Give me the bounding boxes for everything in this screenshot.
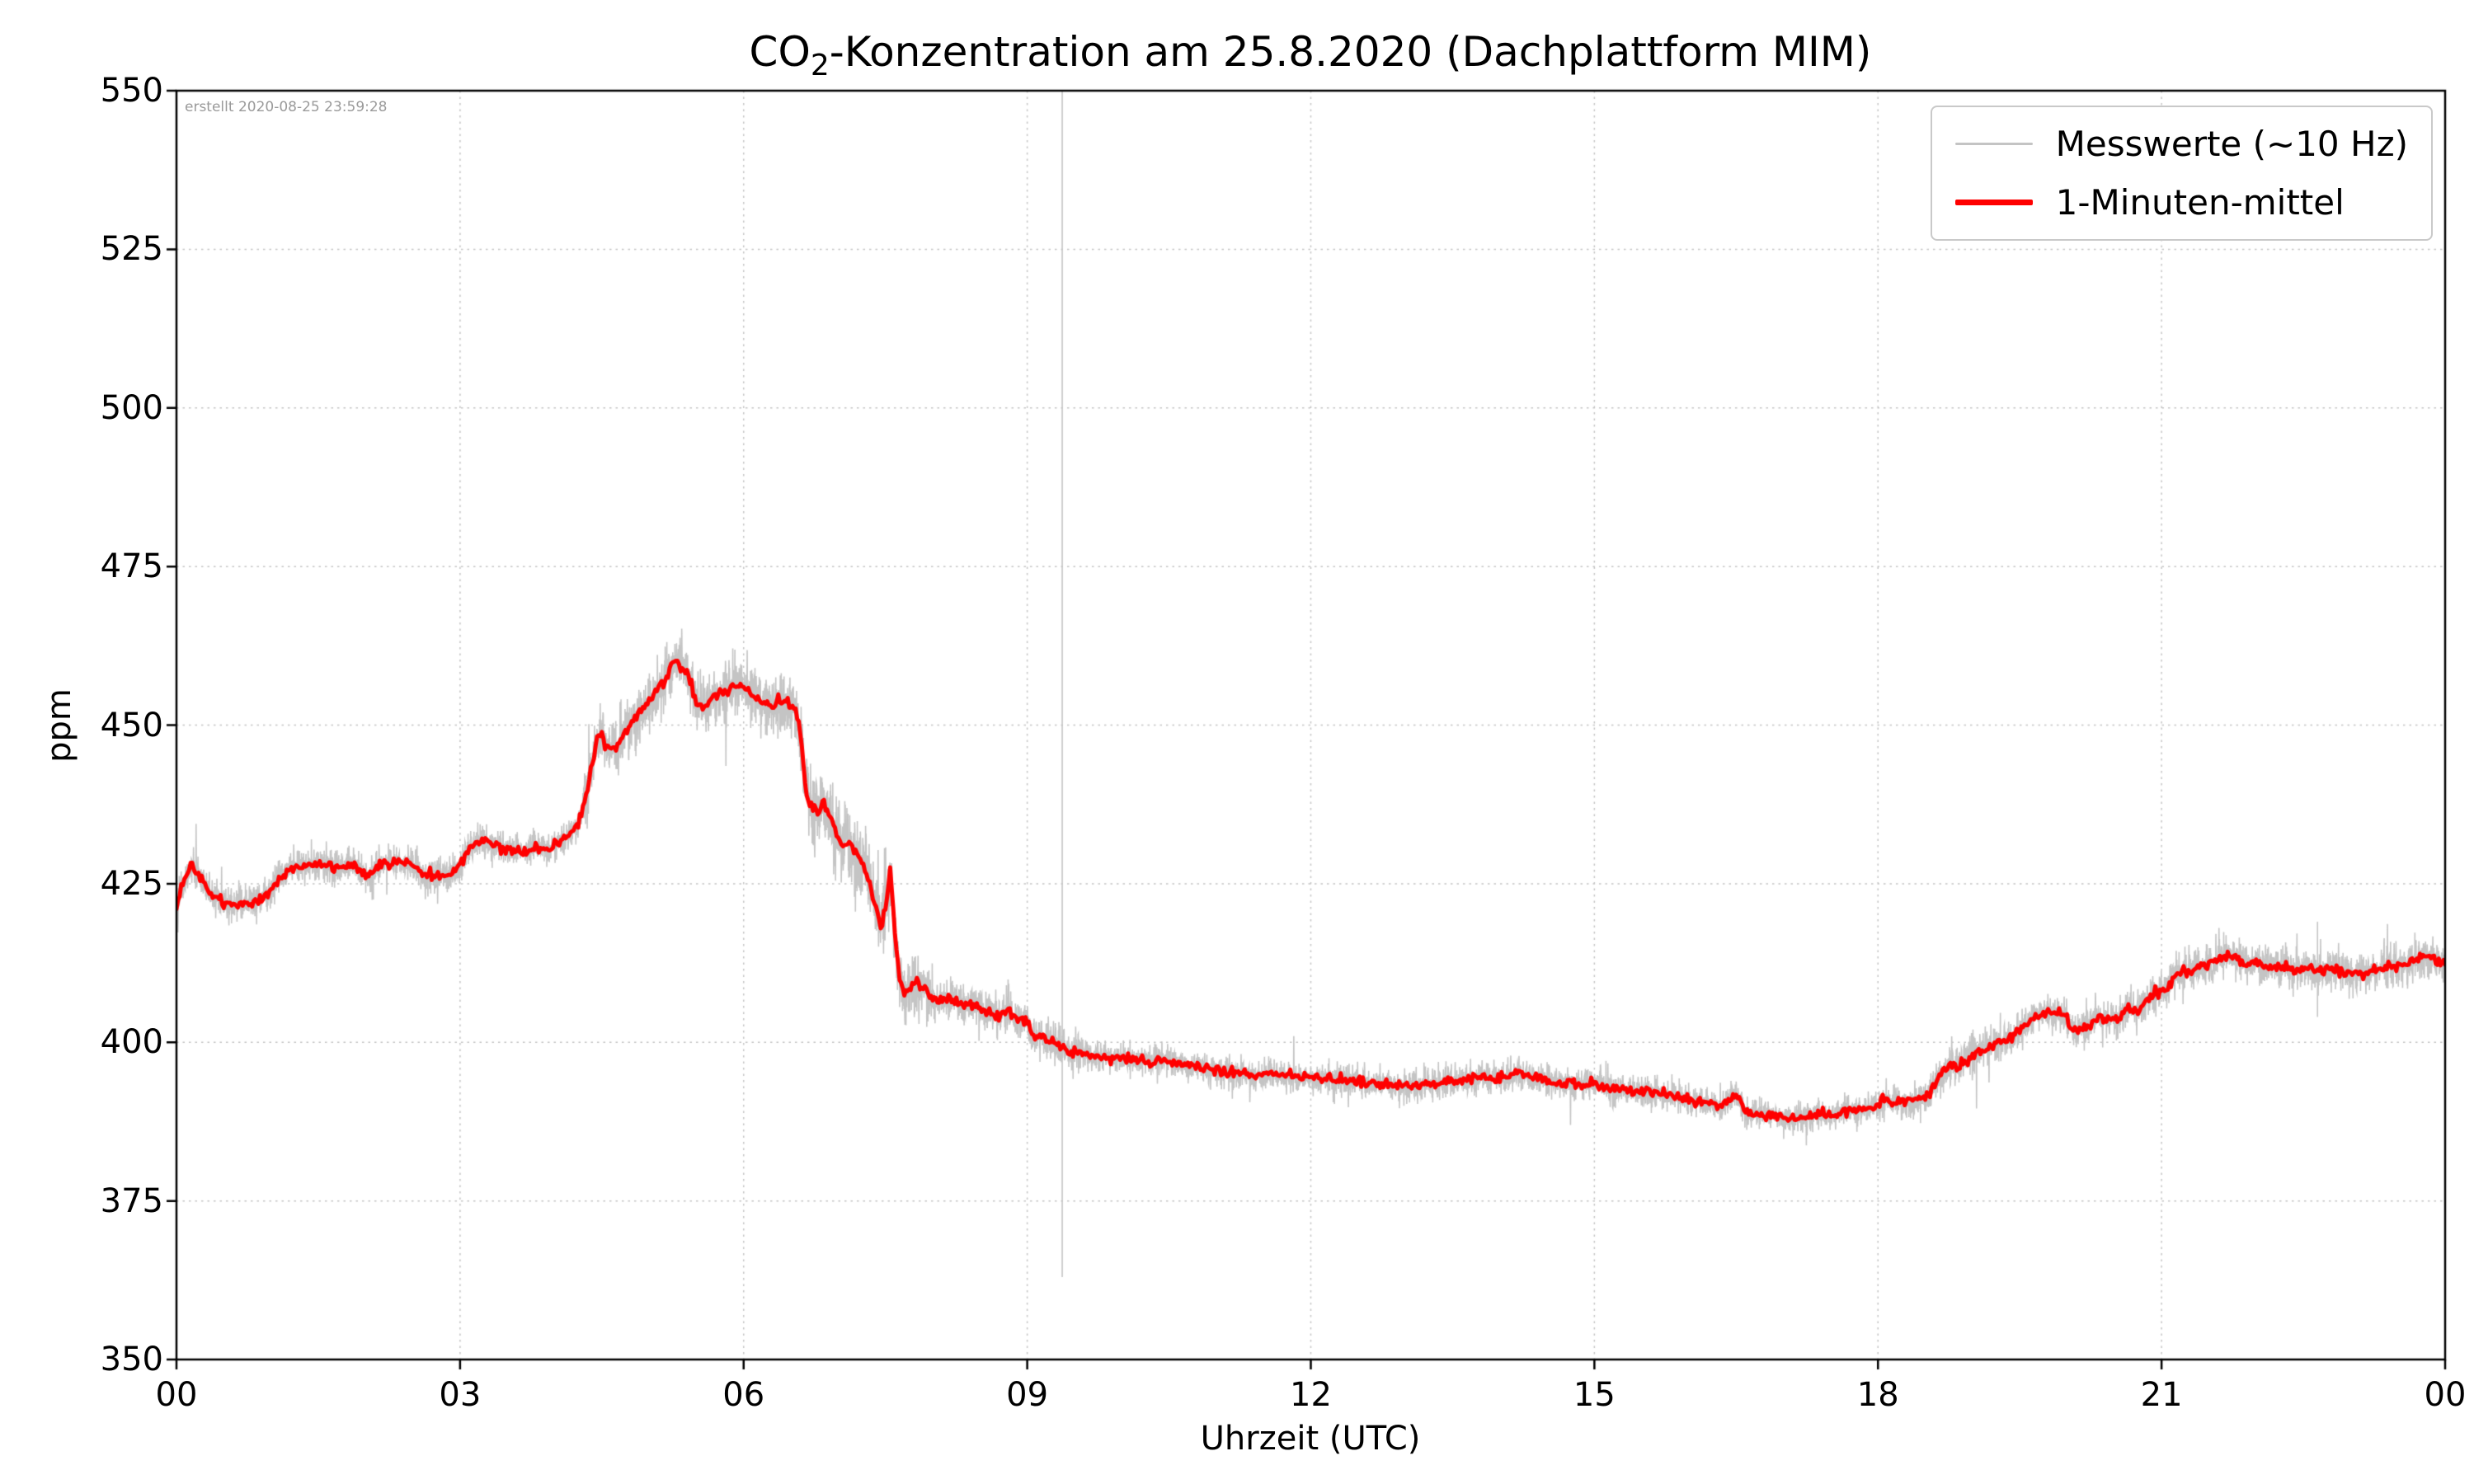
- legend-label-messwerte: Messwerte (~10 Hz): [2055, 124, 2408, 164]
- chart-title-prefix: CO: [749, 28, 811, 76]
- x-tick-label: 12: [1290, 1376, 1332, 1414]
- x-tick-label: 06: [722, 1376, 765, 1414]
- y-tick-label: 475: [100, 547, 163, 586]
- x-axis-label: Uhrzeit (UTC): [1200, 1420, 1421, 1458]
- chart-title: CO2-Konzentration am 25.8.2020 (Dachplat…: [750, 28, 1872, 82]
- x-tick-label: 21: [2140, 1376, 2183, 1414]
- legend-line-sample-minutenmittel: [1954, 200, 2033, 205]
- y-tick-label: 425: [100, 864, 163, 903]
- x-tick-label: 00: [2424, 1376, 2467, 1414]
- legend-line-sample-messwerte: [1954, 143, 2033, 145]
- y-tick-label: 375: [100, 1181, 163, 1220]
- legend: Messwerte (~10 Hz) 1-Minuten-mittel: [1930, 106, 2433, 241]
- x-tick-label: 03: [439, 1376, 482, 1414]
- x-tick-label: 15: [1573, 1376, 1616, 1414]
- legend-item-messwerte: Messwerte (~10 Hz): [1954, 124, 2408, 164]
- legend-item-minutenmittel: 1-Minuten-mittel: [1954, 182, 2408, 223]
- chart-title-subscript: 2: [810, 49, 830, 82]
- y-tick-label: 450: [100, 706, 163, 744]
- legend-label-minutenmittel: 1-Minuten-mittel: [2055, 182, 2345, 223]
- y-tick-label: 400: [100, 1023, 163, 1062]
- x-tick-label: 09: [1006, 1376, 1049, 1414]
- y-tick-label: 350: [100, 1341, 163, 1378]
- chart-title-rest: -Konzentration am 25.8.2020 (Dachplattfo…: [829, 28, 1872, 76]
- x-tick-label: 00: [155, 1376, 198, 1414]
- y-tick-label: 525: [100, 230, 163, 269]
- creation-timestamp: erstellt 2020-08-25 23:59:28: [185, 99, 388, 115]
- x-tick-label: 18: [1856, 1376, 1899, 1414]
- y-tick-label: 550: [100, 72, 163, 110]
- y-tick-label: 500: [100, 388, 163, 427]
